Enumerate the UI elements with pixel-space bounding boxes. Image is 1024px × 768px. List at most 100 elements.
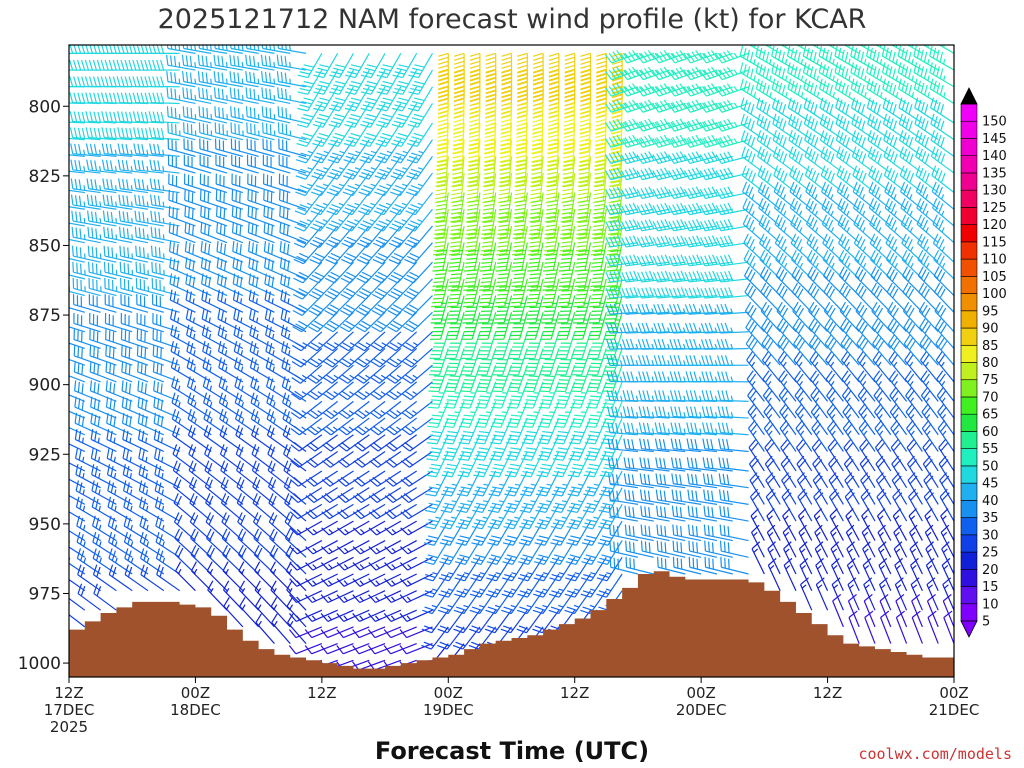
colorbar-swatch <box>960 431 978 449</box>
colorbar-swatch <box>960 362 978 381</box>
wind-barb <box>103 245 133 263</box>
wind-barb <box>69 59 101 71</box>
wind-barb <box>153 429 180 453</box>
wind-barb <box>105 361 133 383</box>
wind-barb <box>119 261 149 280</box>
wind-barb <box>155 515 180 542</box>
colorbar-swatch <box>960 327 978 346</box>
wind-barb <box>69 443 86 453</box>
wind-barb <box>69 486 70 488</box>
wind-barb <box>230 122 259 141</box>
wind-barb <box>186 324 212 349</box>
wind-barb <box>231 189 259 210</box>
wind-barb <box>86 194 117 210</box>
wind-barb <box>69 136 85 141</box>
wind-barb <box>269 528 291 558</box>
wind-barb <box>199 138 228 157</box>
wind-barb <box>254 561 275 592</box>
wind-barb <box>108 531 133 558</box>
wind-barb <box>102 210 133 227</box>
wind-barb <box>120 329 149 350</box>
wind-barb <box>200 222 228 244</box>
wind-barb <box>166 45 196 54</box>
wind-barb <box>108 564 133 592</box>
colorbar-label: 50 <box>982 459 999 474</box>
wind-barb <box>69 186 85 194</box>
colorbar-swatch <box>960 517 978 536</box>
colorbar-swatch <box>960 482 978 501</box>
wind-barb <box>189 512 212 542</box>
wind-barb <box>262 173 291 194</box>
wind-barb <box>245 71 275 88</box>
wind-barb <box>88 294 117 313</box>
wind-barb <box>69 294 70 296</box>
wind-barb <box>245 87 275 105</box>
wind-barb <box>136 345 165 366</box>
wind-barb <box>218 376 244 402</box>
wind-barb <box>123 496 149 522</box>
wind-barb <box>262 122 291 141</box>
wind-barb <box>268 512 291 542</box>
wind-barb <box>197 54 228 71</box>
wind-barb <box>69 434 70 435</box>
wind-barb <box>134 194 164 210</box>
wind-barb <box>121 380 149 402</box>
colorbar-label: 10 <box>982 597 999 612</box>
wind-barb <box>205 528 228 558</box>
wind-barb <box>214 122 243 141</box>
colorbar-swatch <box>960 310 978 329</box>
colorbar-label: 100 <box>982 287 1007 302</box>
wind-barb <box>186 341 212 366</box>
wind-barb <box>170 341 196 366</box>
wind-barb <box>107 480 133 505</box>
wind-barb <box>107 515 133 542</box>
x-tick-label: 2025 <box>50 718 88 736</box>
wind-barb <box>183 173 212 194</box>
wind-barb <box>201 289 228 313</box>
wind-barb <box>136 312 165 333</box>
wind-barb <box>215 205 244 227</box>
wind-barb <box>216 240 244 263</box>
wind-barb <box>74 429 101 453</box>
credit-link[interactable]: coolwx.com/models <box>858 745 1012 763</box>
wind-barb <box>168 189 196 210</box>
wind-barb <box>251 444 275 472</box>
wind-barb <box>69 503 70 505</box>
wind-barb <box>72 277 101 297</box>
wind-barb <box>153 412 180 436</box>
wind-barb <box>102 178 133 194</box>
wind-barb <box>213 71 243 88</box>
wind-barb <box>101 159 133 174</box>
wind-barb <box>151 294 180 313</box>
plot-area <box>68 44 955 678</box>
wind-barb <box>74 380 101 402</box>
wind-barb <box>265 376 291 402</box>
wind-barb <box>251 460 275 489</box>
colorbar-label: 130 <box>982 184 1007 199</box>
wind-barb <box>69 217 85 227</box>
wind-barb <box>154 464 180 489</box>
colorbar-swatch <box>960 603 978 622</box>
wind-barb <box>234 408 259 436</box>
wind-barb <box>69 556 70 558</box>
wind-barb <box>134 226 164 244</box>
wind-barb <box>266 425 291 452</box>
wind-barb <box>231 205 259 227</box>
wind-barb <box>230 45 259 54</box>
wind-barb <box>221 512 244 542</box>
colorbar-label: 90 <box>982 322 999 337</box>
colorbar-swatch <box>960 344 978 363</box>
wind-barb <box>166 54 196 71</box>
x-tick-label: 19DEC <box>423 701 474 719</box>
wind-barb <box>118 194 149 210</box>
wind-barb <box>253 528 275 558</box>
wind-barb <box>217 324 244 349</box>
wind-barb <box>140 564 165 592</box>
wind-barb <box>190 528 212 558</box>
y-tick-label: 925 <box>29 445 61 465</box>
wind-barb <box>263 240 291 263</box>
colorbar-legend: 5 10 15 20 25 30 35 40 45 50 55 60 65 70 75 80 85 90 95 100… <box>960 87 1007 638</box>
wind-barb <box>267 476 291 505</box>
wind-barb <box>118 210 149 227</box>
wind-barb <box>167 122 196 141</box>
